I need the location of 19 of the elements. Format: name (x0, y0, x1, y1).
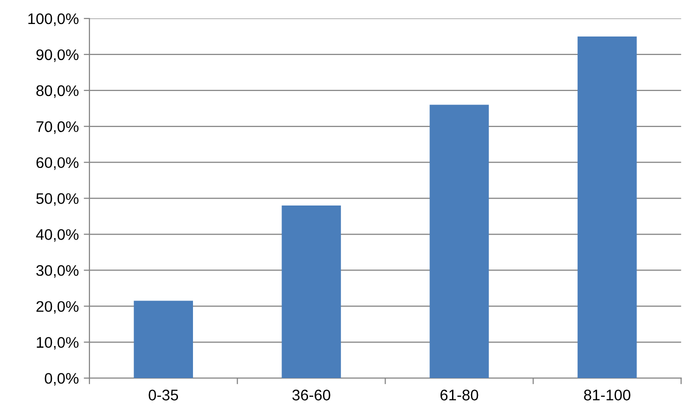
bar (134, 300, 193, 378)
bar (578, 36, 637, 378)
y-tick-label: 30,0% (36, 265, 78, 278)
x-tick-label: 81-100 (584, 390, 630, 400)
y-tick-label: 40,0% (36, 229, 78, 242)
y-tick-label: 50,0% (36, 193, 78, 206)
x-tick-label: 0-35 (148, 390, 178, 400)
y-tick-label: 10,0% (36, 337, 78, 350)
y-tick-label: 0,0% (44, 372, 78, 386)
bar (430, 104, 489, 378)
y-tick-label: 80,0% (36, 85, 78, 98)
x-tick-label: 36-60 (292, 390, 330, 400)
y-tick-label: 60,0% (36, 157, 78, 170)
y-tick-label: 20,0% (36, 301, 78, 314)
x-tick-label: 61-80 (440, 390, 478, 400)
y-tick-label: 70,0% (36, 121, 78, 134)
y-tick-label: 100,0% (28, 13, 78, 26)
bar (282, 206, 341, 378)
y-tick-label: 90,0% (36, 49, 78, 62)
